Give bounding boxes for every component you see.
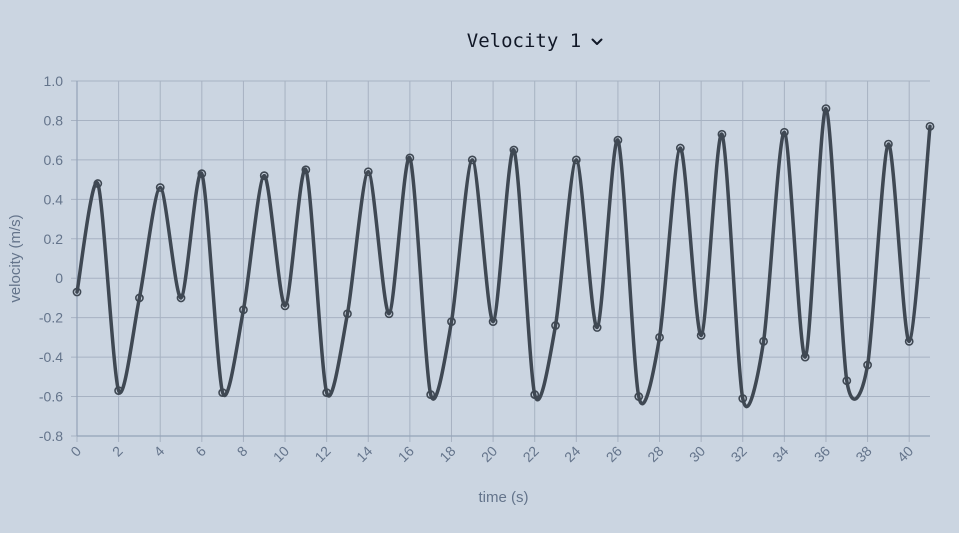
x-tick-label: 18 xyxy=(436,443,458,465)
data-point xyxy=(634,392,644,401)
data-point xyxy=(779,127,789,137)
data-point xyxy=(613,135,623,145)
data-point xyxy=(384,309,394,319)
data-points xyxy=(72,104,935,403)
y-tick-label: -0.6 xyxy=(39,389,63,405)
data-point xyxy=(301,165,311,175)
y-tick-label: 0.6 xyxy=(44,152,64,168)
data-point xyxy=(759,336,768,346)
x-tick-label: 12 xyxy=(311,443,333,465)
x-tick-label: 40 xyxy=(894,443,916,465)
x-tick-label: 4 xyxy=(151,443,168,460)
data-point xyxy=(72,287,82,297)
data-point xyxy=(467,155,477,165)
data-point xyxy=(218,388,228,398)
x-tick-label: 32 xyxy=(728,443,750,465)
data-point xyxy=(530,390,540,399)
x-tick-label: 14 xyxy=(353,443,375,465)
data-point xyxy=(592,323,602,332)
data-point xyxy=(114,386,124,396)
x-tick-label: 34 xyxy=(769,443,791,465)
data-point xyxy=(738,394,748,403)
y-tick-label: 1.0 xyxy=(44,73,64,89)
y-tick-label: 0 xyxy=(55,270,63,286)
y-axis-title: velocity (m/s) xyxy=(7,214,24,302)
data-point xyxy=(675,143,685,153)
data-point xyxy=(155,183,165,192)
data-point xyxy=(863,360,872,370)
data-point xyxy=(696,331,706,340)
series-selector-label: Velocity 1 xyxy=(466,30,582,52)
data-point xyxy=(343,309,352,319)
y-tick-label: -0.4 xyxy=(39,349,63,365)
data-point xyxy=(717,129,727,139)
x-tick-label: 26 xyxy=(603,443,625,465)
data-point xyxy=(405,153,415,163)
y-tick-label: 0.2 xyxy=(44,231,64,247)
data-point xyxy=(135,293,144,303)
x-tick-label: 10 xyxy=(270,443,292,465)
data-point xyxy=(239,305,248,315)
data-point xyxy=(259,171,269,181)
y-tick-label: 0.8 xyxy=(44,112,64,128)
data-point xyxy=(426,390,436,399)
y-tick-label: 0.4 xyxy=(44,191,64,207)
data-point xyxy=(93,179,103,188)
x-axis-title: time (s) xyxy=(479,489,529,506)
data-point xyxy=(821,104,831,114)
data-point xyxy=(655,332,664,342)
x-tick-label: 22 xyxy=(519,443,541,465)
series-selector[interactable]: Velocity 1 xyxy=(0,30,959,53)
axes xyxy=(76,81,930,437)
x-tick-label: 20 xyxy=(478,443,500,465)
data-point xyxy=(447,317,456,327)
data-point xyxy=(883,139,893,149)
velocity-series-line xyxy=(75,106,932,409)
data-point xyxy=(800,352,810,362)
y-tick-label: -0.2 xyxy=(39,310,63,326)
x-tick-label: 36 xyxy=(811,443,833,465)
data-point xyxy=(488,317,498,327)
data-point xyxy=(571,155,581,165)
x-tick-label: 2 xyxy=(109,443,126,460)
x-tick-label: 38 xyxy=(852,443,874,465)
data-point xyxy=(322,388,332,398)
x-tick-label: 24 xyxy=(561,443,583,465)
data-point xyxy=(842,376,852,386)
data-point xyxy=(925,121,935,131)
data-point xyxy=(363,167,373,177)
data-point xyxy=(197,169,207,179)
x-tick-label: 6 xyxy=(192,443,209,460)
data-point xyxy=(551,321,560,330)
x-tick-label: 28 xyxy=(644,443,666,465)
data-point xyxy=(280,301,290,311)
data-point xyxy=(904,336,914,346)
x-tick-label: 8 xyxy=(234,443,251,460)
y-tick-label: -0.8 xyxy=(39,428,63,444)
data-point xyxy=(509,145,519,155)
x-tick-label: 0 xyxy=(67,443,84,460)
x-tick-label: 16 xyxy=(395,443,417,465)
chevron-down-icon xyxy=(591,29,603,51)
data-point xyxy=(176,293,186,303)
x-tick-label: 30 xyxy=(686,443,708,465)
